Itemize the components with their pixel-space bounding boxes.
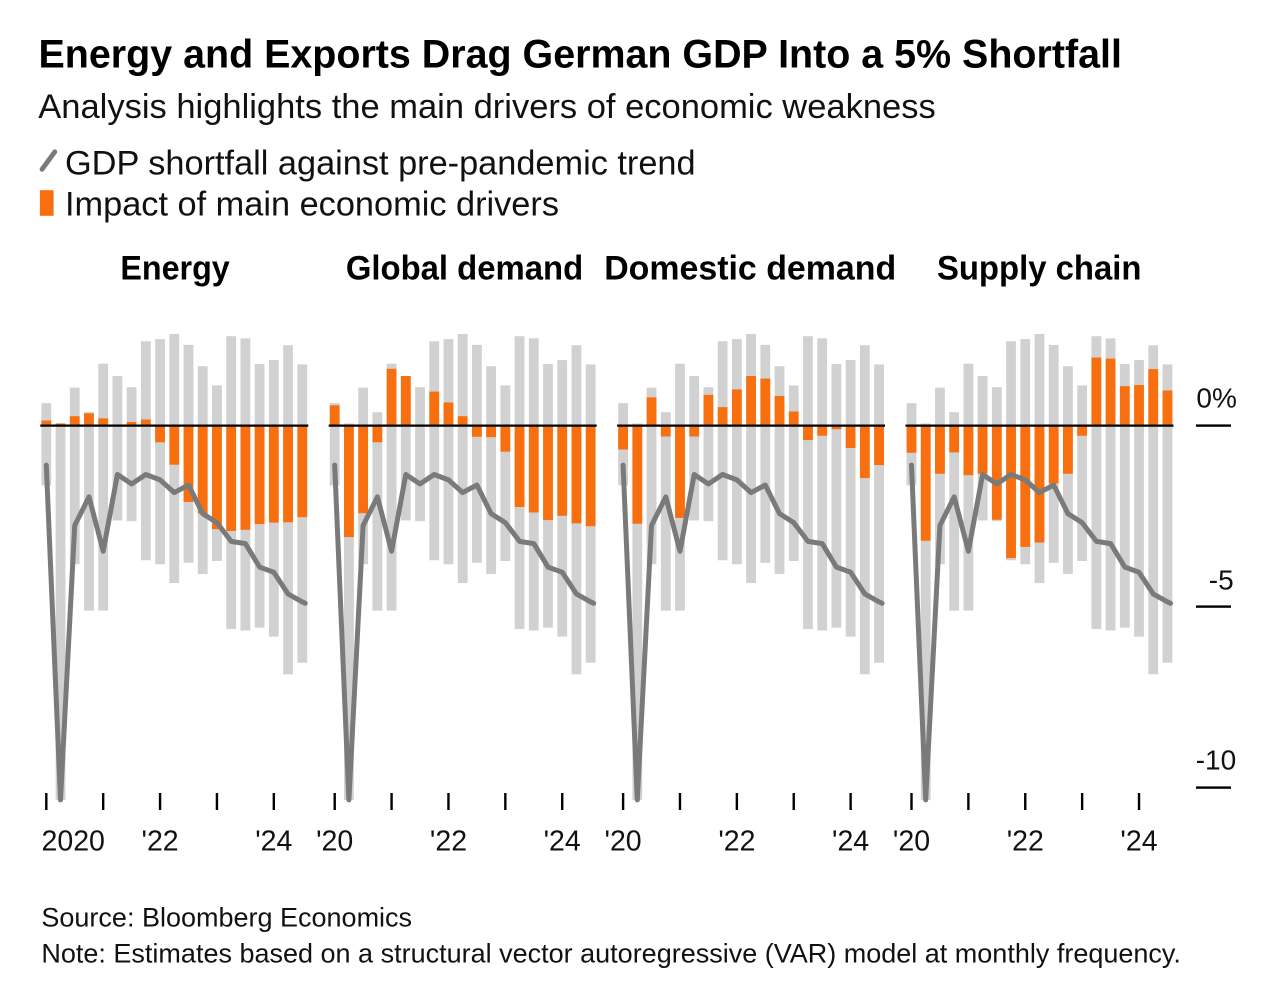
svg-text:Domestic demand: Domestic demand (604, 249, 896, 287)
svg-text:'22: '22 (430, 825, 467, 857)
svg-text:'24: '24 (832, 825, 869, 857)
svg-text:-5: -5 (1209, 564, 1234, 595)
svg-text:0%: 0% (1196, 383, 1236, 414)
svg-text:Note: Estimates based on a str: Note: Estimates based on a structural ve… (41, 939, 1181, 969)
svg-text:'20: '20 (316, 825, 353, 857)
svg-text:'20: '20 (893, 825, 930, 857)
svg-text:'22: '22 (718, 825, 755, 857)
svg-text:2020: 2020 (42, 825, 105, 857)
svg-text:Global demand: Global demand (346, 249, 583, 287)
svg-text:Source: Bloomberg Economics: Source: Bloomberg Economics (41, 903, 412, 933)
svg-text:Supply chain: Supply chain (937, 249, 1142, 287)
svg-text:'20: '20 (605, 825, 642, 857)
svg-text:'24: '24 (255, 825, 292, 857)
svg-text:GDP shortfall against pre-pand: GDP shortfall against pre-pandemic trend (65, 145, 696, 183)
svg-text:'22: '22 (142, 825, 179, 857)
svg-text:Impact of main economic driver: Impact of main economic drivers (65, 186, 559, 224)
svg-text:'24: '24 (1120, 825, 1157, 857)
svg-text:'22: '22 (1007, 825, 1044, 857)
svg-text:'24: '24 (544, 825, 581, 857)
svg-text:Energy and Exports Drag German: Energy and Exports Drag German GDP Into … (39, 33, 1122, 77)
svg-text:Energy: Energy (120, 249, 229, 287)
svg-text:Analysis highlights the main d: Analysis highlights the main drivers of … (38, 88, 935, 126)
svg-text:-10: -10 (1196, 744, 1236, 775)
